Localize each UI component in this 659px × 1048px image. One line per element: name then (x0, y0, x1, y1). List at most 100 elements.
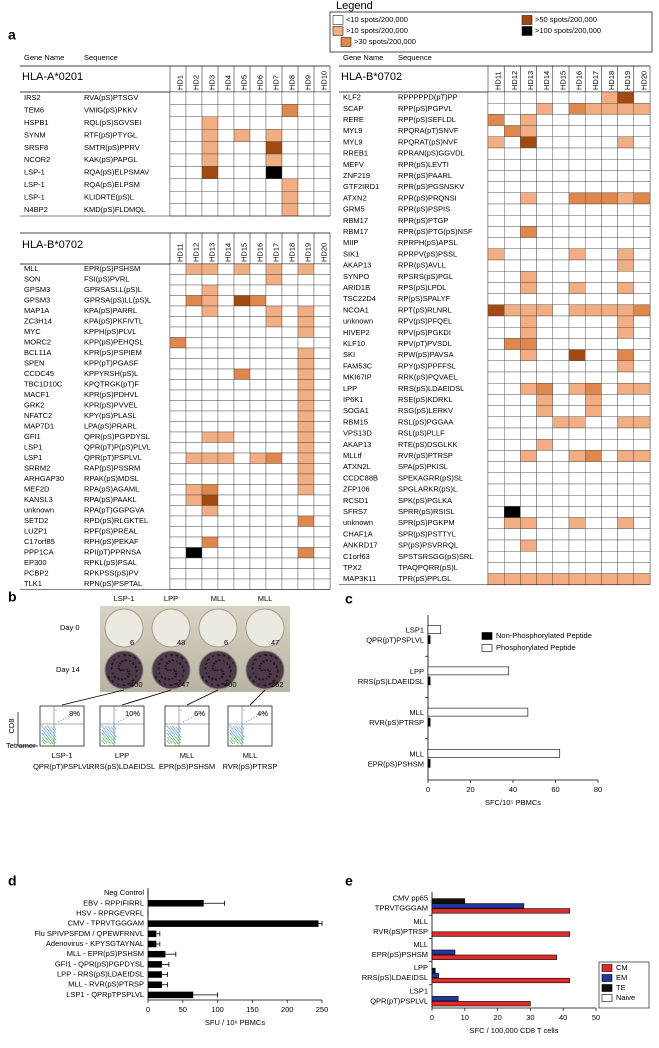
heatmap-cell (169, 91, 187, 105)
heatmap-cell (233, 494, 251, 506)
panel-letter: d (8, 873, 17, 889)
heatmap-cell (504, 181, 521, 194)
flow-dot (179, 738, 182, 741)
heatmap-cell (169, 515, 187, 527)
heatmap-cell (201, 347, 219, 359)
heatmap-cell (217, 536, 235, 548)
heatmap-cell (585, 338, 602, 350)
heatmap-cell (281, 484, 299, 496)
heatmap-cell (568, 439, 586, 451)
flow-dot (113, 733, 115, 735)
spot (171, 677, 174, 680)
legend-label: >100 spots/200,000 (535, 26, 601, 35)
flow-dot (111, 738, 113, 740)
heatmap-cell (617, 214, 634, 227)
heatmap-cell (585, 192, 602, 205)
flow-dot (42, 741, 45, 743)
category-label: LSP1 - QPRpTPSPLVL (66, 990, 144, 999)
category-label: MLL (409, 708, 424, 717)
flow-dot (177, 736, 180, 738)
heatmap-cell (249, 284, 267, 296)
spot (222, 682, 225, 685)
legend-box (329, 11, 653, 53)
x-tick-label: 100 (211, 1005, 224, 1014)
peptide-sequence: RPV(pS)PGKDI (398, 328, 451, 337)
heatmap-cell (585, 528, 602, 541)
heatmap-cell (520, 147, 537, 160)
heatmap-cell (249, 347, 267, 359)
spot (252, 672, 255, 675)
heatmap-cell (297, 358, 315, 370)
heatmap-cell (169, 368, 187, 380)
heatmap-cell (265, 389, 283, 401)
heatmap-cell (633, 226, 651, 238)
heatmap-cell (265, 536, 283, 548)
flow-dot (229, 729, 232, 732)
heatmap-cell (633, 214, 651, 227)
column-label: HD16 (575, 71, 584, 90)
heatmap-cell (520, 383, 537, 395)
flow-dot (168, 738, 170, 740)
gene-name: IP6K1 (343, 395, 363, 404)
spot (157, 667, 160, 670)
heatmap-cell (520, 349, 537, 362)
flow-dot (43, 727, 45, 730)
heatmap-cell (520, 327, 537, 339)
spot (218, 659, 221, 661)
heatmap-cell (185, 515, 203, 527)
flow-dot (237, 728, 239, 730)
heatmap-cell (504, 349, 521, 362)
heatmap-cell (249, 141, 267, 155)
category-label: CMV pp65 (393, 894, 428, 903)
heatmap-cell (233, 284, 251, 296)
heatmap-cell (487, 282, 505, 294)
heatmap-cell (281, 166, 299, 179)
heatmap-cell (281, 347, 299, 359)
flow-dot (239, 727, 241, 730)
flow-dot (232, 739, 234, 742)
heatmap-cell (233, 178, 251, 192)
heatmap-cell (585, 327, 602, 339)
heatmap-cell (536, 539, 553, 552)
well-day0 (104, 608, 144, 648)
heatmap-cell (487, 147, 505, 160)
heatmap-cell (487, 91, 505, 104)
legend-title: Legend (336, 0, 373, 12)
gene-name: GTF2IRD1 (343, 182, 379, 191)
heatmap-cell (585, 315, 602, 328)
heatmap-cell (536, 416, 553, 429)
heatmap-cell (568, 360, 586, 373)
heatmap-cell (487, 315, 505, 328)
heatmap-cell (633, 472, 651, 485)
heatmap-cell (201, 263, 219, 275)
heatmap-cell (313, 153, 331, 167)
flow-dot (107, 729, 110, 732)
heatmap-cell (520, 450, 537, 462)
heatmap-cell (601, 271, 618, 283)
bar (431, 931, 571, 937)
heatmap-cell (313, 505, 331, 517)
heatmap-cell (233, 515, 251, 527)
heatmap-cell (297, 379, 315, 391)
heatmap-cell (265, 141, 283, 155)
heatmap-cell (487, 383, 505, 395)
gene-name: SPEN (24, 359, 44, 368)
heatmap-cell (617, 282, 634, 294)
flow-dot (43, 732, 46, 734)
heatmap-cell (617, 271, 634, 283)
flow-dot (101, 740, 104, 742)
bar (431, 1001, 531, 1007)
heatmap-cell (201, 536, 219, 548)
spot (212, 655, 214, 658)
flow-dot (109, 728, 111, 730)
heatmap-cell (233, 190, 251, 204)
heatmap-cell (585, 439, 602, 451)
heatmap-cell (536, 439, 553, 451)
flow-dot (239, 738, 241, 740)
spot (113, 659, 115, 661)
flow-dot (53, 740, 55, 743)
peptide-sequence: RPQRA(pT)SNVF (398, 126, 459, 135)
column-label: HD6 (255, 75, 264, 90)
spot (254, 659, 256, 661)
heatmap-cell (520, 114, 537, 126)
